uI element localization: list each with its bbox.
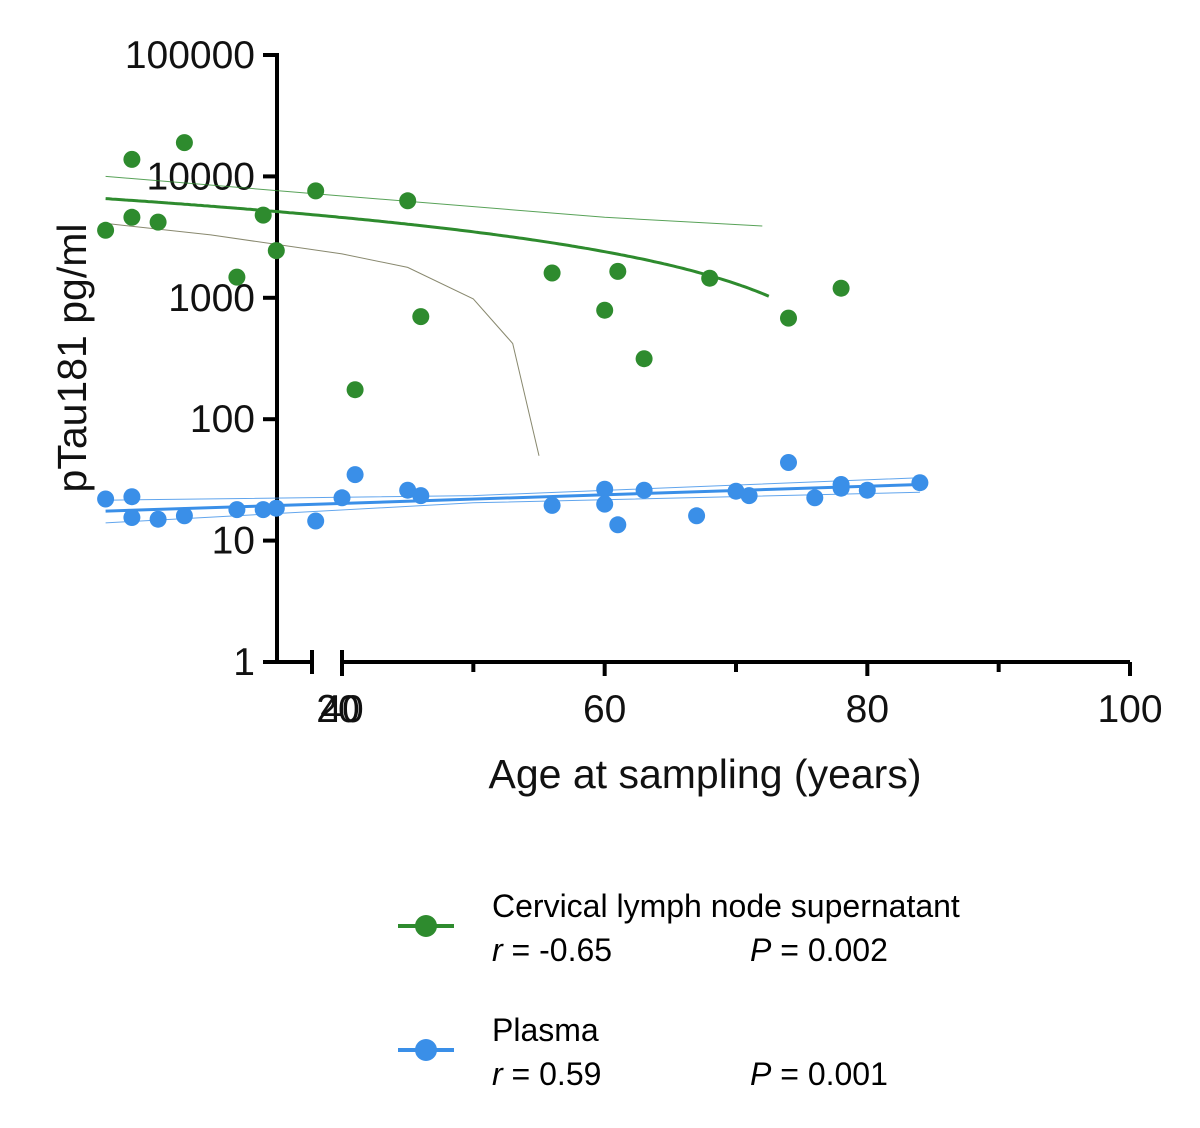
- y-tick-label: 10000: [147, 155, 255, 198]
- data-point-lymph: [399, 192, 417, 210]
- data-point-plasma: [97, 490, 115, 508]
- fit-line-lymph: [105, 197, 770, 298]
- ci-upper-lymph: [105, 175, 763, 227]
- y-tick-label: 100: [190, 398, 255, 441]
- legend-r-plasma: r = 0.59: [492, 1056, 602, 1092]
- x-tick-label: 40: [320, 688, 363, 731]
- data-point-plasma: [123, 488, 141, 506]
- data-point-plasma: [228, 501, 246, 519]
- y-tick-label: 10: [212, 520, 255, 563]
- x-tick-label: 100: [1097, 688, 1162, 731]
- data-point-plasma: [609, 516, 627, 534]
- legend-label-plasma: Plasma: [492, 1012, 599, 1048]
- y-tick-label: 100000: [125, 34, 255, 77]
- x-tick-label: 80: [846, 688, 889, 731]
- data-point-plasma: [254, 501, 272, 519]
- data-point-plasma: [858, 481, 876, 499]
- data-point-plasma: [412, 487, 430, 505]
- data-point-lymph: [346, 381, 364, 399]
- data-point-plasma: [123, 509, 141, 526]
- data-point-plasma: [688, 507, 706, 525]
- data-point-plasma: [635, 481, 653, 499]
- data-point-lymph: [701, 269, 719, 287]
- legend-p-plasma: P = 0.001: [750, 1056, 888, 1092]
- data-point-plasma: [780, 454, 797, 471]
- data-point-plasma: [543, 496, 561, 514]
- data-point-lymph: [123, 150, 141, 168]
- ci-lower-plasma: [105, 491, 920, 524]
- data-point-plasma: [806, 489, 824, 507]
- data-point-lymph: [175, 134, 193, 152]
- fit-lines: [105, 175, 920, 524]
- data-point-plasma: [149, 510, 167, 528]
- legend-p-lymph: P = 0.002: [750, 932, 888, 968]
- legend-entry-plasma: Plasma r = 0.59 P = 0.001: [396, 1008, 1156, 1128]
- data-point-plasma: [307, 512, 325, 530]
- x-tick-label: 20: [316, 688, 359, 731]
- data-point-lymph: [97, 221, 115, 239]
- data-point-plasma: [727, 482, 745, 500]
- y-tick-label: 1: [233, 641, 255, 684]
- data-point-plasma: [333, 489, 351, 507]
- data-points: [97, 134, 929, 534]
- data-point-lymph: [267, 242, 285, 260]
- data-point-plasma: [267, 499, 285, 517]
- data-point-lymph: [832, 279, 850, 297]
- data-point-lymph: [596, 301, 614, 319]
- data-point-lymph: [254, 206, 272, 224]
- data-point-lymph: [609, 262, 627, 280]
- ci-upper-plasma: [105, 477, 920, 501]
- data-point-lymph: [149, 213, 167, 231]
- legend-swatch-lymph: [398, 915, 454, 937]
- data-point-lymph: [543, 264, 561, 282]
- y-axis-label: pTau181 pg/ml: [49, 224, 95, 493]
- x-tick-label: 60: [583, 688, 626, 731]
- data-point-plasma: [346, 466, 364, 484]
- data-point-lymph: [635, 350, 653, 368]
- data-point-lymph: [780, 309, 797, 327]
- ci-lower-lymph: [105, 222, 540, 456]
- legend-label-lymph: Cervical lymph node supernatant: [492, 888, 960, 924]
- x-axis-label: Age at sampling (years): [489, 751, 922, 797]
- data-point-lymph: [228, 268, 246, 286]
- data-point-lymph: [412, 308, 430, 326]
- legend-swatch-plasma: [398, 1039, 454, 1061]
- data-point-plasma: [832, 479, 850, 497]
- legend-entry-lymph: Cervical lymph node supernatant r = -0.6…: [396, 884, 1156, 1004]
- legend-r-lymph: r = -0.65: [492, 932, 613, 968]
- data-point-plasma: [596, 495, 614, 513]
- data-point-plasma: [911, 474, 929, 492]
- legend: Cervical lymph node supernatant r = -0.6…: [396, 884, 1156, 1128]
- data-point-lymph: [307, 182, 325, 200]
- data-point-plasma: [596, 480, 614, 498]
- data-point-plasma: [399, 481, 417, 499]
- fit-line-plasma: [105, 483, 920, 513]
- data-point-plasma: [740, 487, 758, 505]
- data-point-plasma: [175, 507, 193, 525]
- data-point-lymph: [123, 208, 141, 226]
